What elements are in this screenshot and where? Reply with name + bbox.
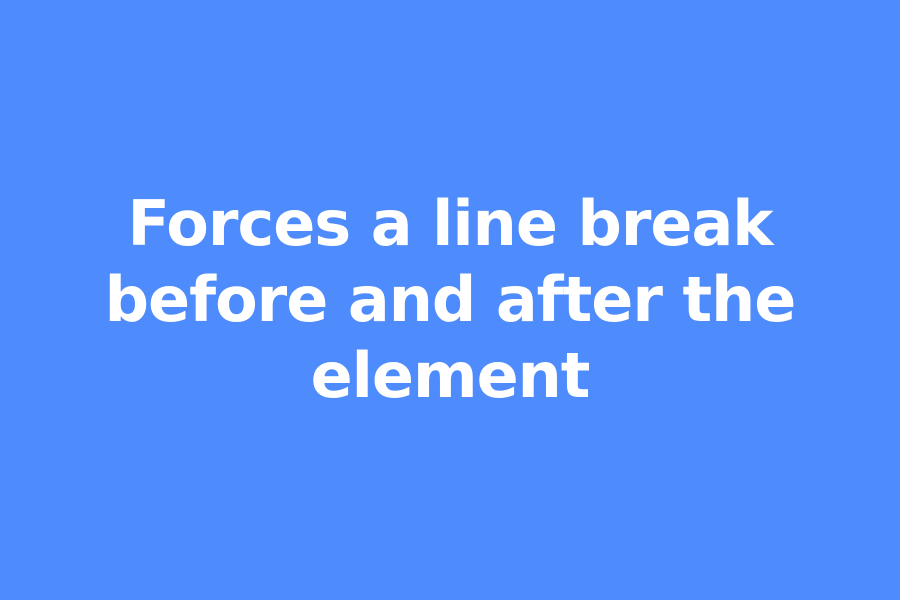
headline-line-1: Forces a line break: [127, 187, 773, 260]
headline-line-3: element: [310, 339, 591, 412]
headline-text: Forces a line break before and after the…: [50, 186, 850, 414]
headline-line-2: before and after the: [104, 263, 797, 336]
